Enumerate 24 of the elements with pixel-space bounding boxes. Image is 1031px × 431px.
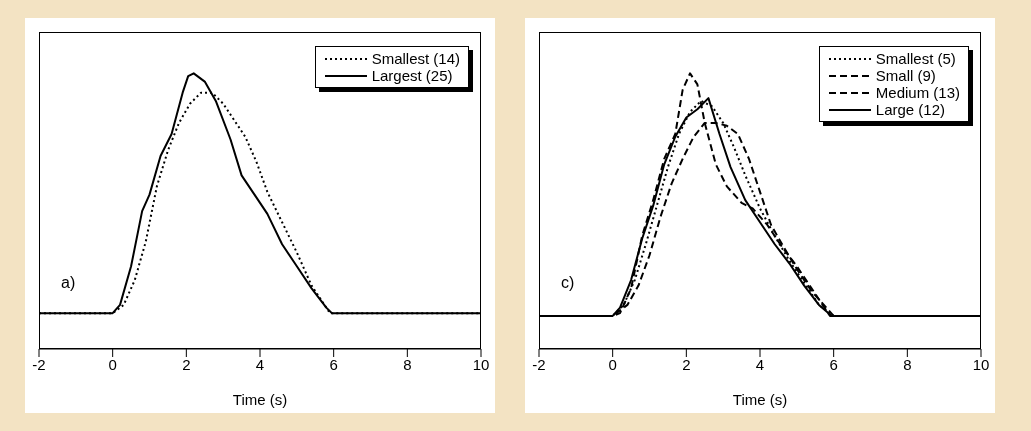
legend-label: Large (12) bbox=[875, 101, 946, 118]
x-axis-title: Time (s) bbox=[232, 391, 288, 408]
x-tick-label: 0 bbox=[108, 355, 117, 373]
legend-label: Small (9) bbox=[875, 67, 936, 84]
x-tick-label: 6 bbox=[829, 355, 838, 373]
x-tick-label: 2 bbox=[182, 355, 191, 373]
x-tick-label: 4 bbox=[755, 355, 765, 373]
legend-label: Medium (13) bbox=[875, 84, 960, 101]
x-tick-label: 10 bbox=[472, 355, 490, 373]
x-axis-title: Time (s) bbox=[732, 391, 788, 408]
x-tick-label: -2 bbox=[32, 355, 46, 373]
legend-label: Smallest (14) bbox=[371, 50, 460, 67]
x-tick-label: 2 bbox=[682, 355, 691, 373]
x-tick-label: 8 bbox=[403, 355, 412, 373]
x-tick-label: 8 bbox=[903, 355, 912, 373]
annotation: c) bbox=[561, 274, 575, 292]
x-tick-label: 0 bbox=[608, 355, 617, 373]
x-tick-label: 10 bbox=[972, 355, 990, 373]
x-tick-label: 6 bbox=[329, 355, 338, 373]
legend-label: Smallest (5) bbox=[875, 50, 956, 67]
x-tick-label: -2 bbox=[532, 355, 546, 373]
annotation: a) bbox=[61, 274, 76, 292]
legend-label: Largest (25) bbox=[371, 67, 453, 84]
x-tick-label: 4 bbox=[255, 355, 265, 373]
